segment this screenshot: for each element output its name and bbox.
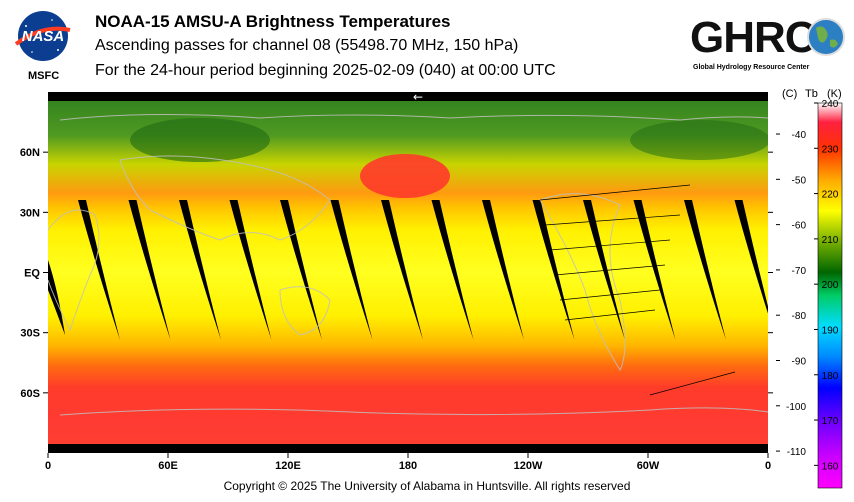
colorbar-header-tb: Tb — [805, 88, 818, 100]
chart-subtitle: Ascending passes for channel 08 (55498.7… — [95, 37, 519, 54]
x-tick-label: 120W — [514, 460, 543, 472]
y-tick-label: 60S — [20, 388, 40, 400]
data-gap — [431, 200, 474, 340]
coastlines — [48, 113, 768, 416]
ghrc-sub-label: Global Hydrology Resource Center — [693, 64, 810, 71]
colorbar-k-label: 230 — [822, 144, 839, 155]
data-gap — [330, 200, 373, 340]
swath-lines — [539, 184, 736, 396]
colorbar-c-label: -60 — [792, 221, 807, 232]
top-bar — [48, 92, 768, 101]
x-tick-label: 180 — [399, 460, 417, 472]
colorbar-c-label: -70 — [792, 266, 807, 277]
data-gap — [48, 260, 65, 335]
bottom-bar — [48, 444, 768, 453]
chart-period: For the 24-hour period beginning 2025-02… — [95, 62, 556, 79]
y-tick-label: 30S — [20, 328, 40, 340]
data-gap — [684, 200, 726, 340]
colorbar-c-label: -50 — [792, 175, 807, 186]
data-gap — [280, 200, 322, 340]
arrow-left-icon: ← — [413, 90, 423, 104]
colorbar-c-label: -80 — [792, 311, 807, 322]
colorbar-k-label: 180 — [822, 371, 839, 382]
colorbar-c-label: -90 — [792, 356, 807, 367]
nasa-logo-text: NASA — [22, 28, 65, 45]
data-gap — [734, 200, 768, 314]
colorbar — [817, 102, 843, 489]
nasa-sub-label: MSFC — [28, 70, 60, 82]
data-gap — [381, 200, 423, 340]
colorbar-k-label: 200 — [822, 280, 839, 291]
colorbar-header-k: (K) — [827, 88, 842, 100]
nasa-logo: NASA — [14, 11, 71, 61]
x-tick-label: 0 — [45, 460, 51, 472]
globe-icon — [807, 18, 845, 56]
x-tick-label: 0 — [765, 460, 771, 472]
x-tick-label: 120E — [275, 460, 301, 472]
x-tick-label: 60E — [158, 460, 178, 472]
copyright: Copyright © 2025 The University of Alaba… — [223, 479, 631, 493]
cold-anomaly-atlantic — [630, 120, 768, 160]
data-gap — [633, 200, 676, 340]
chart-title: NOAA-15 AMSU-A Brightness Temperatures — [95, 12, 451, 31]
x-tick-label: 60W — [637, 460, 660, 472]
colorbar-k-label: 190 — [822, 325, 839, 336]
colorbar-k-label: 160 — [822, 461, 839, 472]
warm-anomaly — [360, 154, 450, 198]
data-gap — [532, 200, 575, 340]
colorbar-k-label: 220 — [822, 190, 839, 201]
colorbar-c-label: -100 — [786, 402, 806, 413]
data-gap — [583, 200, 625, 340]
data-gap — [128, 200, 171, 340]
colorbar-c-label: -40 — [792, 130, 807, 141]
y-tick-label: 30N — [20, 207, 40, 219]
data-gap — [78, 200, 120, 340]
colorbar-header-c: (C) — [782, 88, 797, 100]
cold-anomaly-asia — [130, 118, 270, 162]
colorbar-c-label: -110 — [787, 447, 807, 458]
colorbar-k-label: 210 — [822, 235, 839, 246]
colorbar-k-label: 170 — [822, 416, 839, 427]
colorbar-k-label: 240 — [822, 99, 839, 110]
y-tick-label: 60N — [20, 147, 40, 159]
y-tick-label: EQ — [24, 268, 40, 280]
ghrc-logo-text: GHRC — [690, 13, 817, 62]
data-gap — [179, 200, 221, 340]
data-gap — [229, 200, 272, 340]
data-gap — [482, 200, 524, 340]
